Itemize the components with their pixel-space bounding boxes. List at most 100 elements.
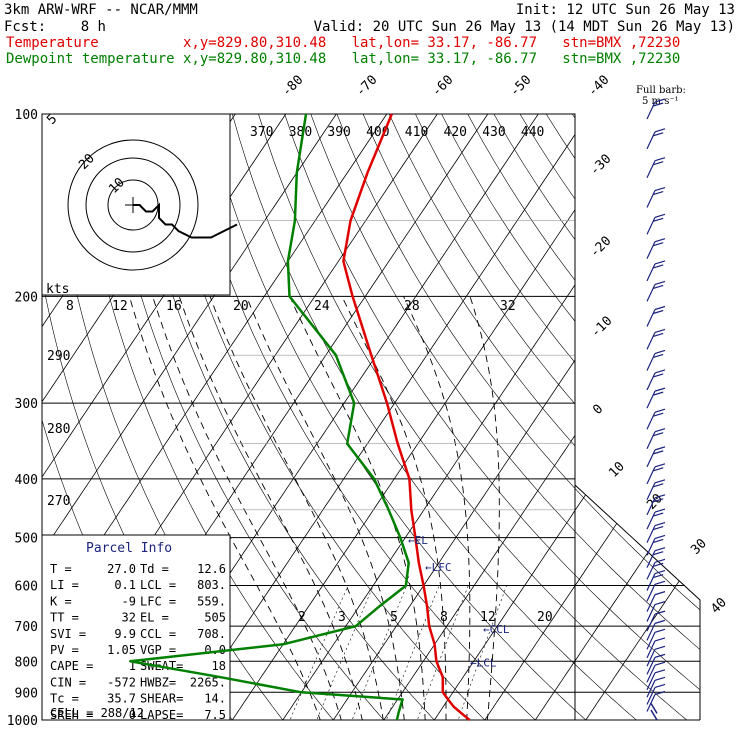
dewpoint-curve — [129, 113, 410, 721]
barb-staff — [646, 584, 656, 602]
barb-flag — [653, 161, 664, 166]
parcel-key: TT = — [50, 611, 79, 625]
level-marker-lfc: ←LFC — [425, 561, 452, 574]
isotherm-label--30: -30 — [587, 152, 614, 179]
dry-adiabat-line — [575, 485, 652, 720]
parcel-value: 18 — [212, 659, 226, 673]
parcel-value: 1.05 — [107, 643, 136, 657]
barb-staff — [650, 709, 658, 721]
barb-staff — [646, 411, 656, 430]
barb-flag — [653, 498, 664, 503]
parcel-value: 559. — [197, 594, 226, 608]
pressure-label-500: 500 — [15, 532, 38, 547]
parcel-key: LCL = — [140, 578, 176, 592]
pressure-label-400: 400 — [15, 473, 38, 488]
moist-adiabat-line — [289, 296, 426, 720]
wind-barb — [646, 600, 666, 622]
isotherm-label--60: -60 — [429, 73, 456, 100]
barb-flag — [654, 260, 666, 265]
barb-flag — [654, 569, 666, 575]
wind-barb — [646, 610, 666, 632]
barb-flag — [654, 619, 666, 624]
theta-label-440: 440 — [521, 125, 544, 140]
barb-staff — [646, 640, 656, 659]
theta-label-410: 410 — [405, 125, 428, 140]
parcel-value: 14. — [204, 692, 226, 706]
pressure-label-200: 200 — [15, 290, 38, 305]
mixing-ratio-label-5: 5 — [390, 610, 398, 625]
barb-staff — [646, 694, 656, 712]
barb-staff — [646, 632, 656, 650]
moist-adiabat-line — [245, 296, 405, 720]
mixing-ratio-line — [316, 585, 374, 720]
barb-flag — [654, 428, 666, 433]
hodo-speed-label-20: 20 — [233, 299, 249, 314]
barb-flag — [653, 562, 664, 567]
barb-flag — [654, 280, 666, 285]
barb-flag — [654, 213, 666, 218]
barb-staff — [646, 497, 656, 516]
theta-side-label-290: 290 — [47, 349, 70, 364]
parcel-value: 0 — [129, 708, 136, 722]
parcel-key: SHEAR= — [140, 692, 183, 706]
dry-adiabat-line — [101, 114, 385, 720]
barb-flag — [654, 494, 666, 499]
barb-staff — [646, 190, 656, 208]
wind-barb — [646, 213, 666, 235]
barb-flag — [654, 349, 666, 355]
wind-barb — [646, 683, 666, 705]
barb-flag — [654, 676, 666, 681]
barb-staff — [646, 101, 656, 120]
parcel-key: Td = — [140, 562, 169, 576]
barb-flag — [653, 190, 664, 196]
parcel-value: 7.5 — [204, 708, 226, 722]
barb-staff — [646, 482, 656, 501]
parcel-value: 35.7 — [107, 692, 136, 706]
barb-flag — [654, 580, 666, 585]
isotherm-line — [42, 114, 287, 478]
barb-staff — [646, 390, 656, 409]
temperature-legend: Temperature x,y=829.80,310.48 lat,lon= 3… — [6, 35, 680, 51]
init-time: Init: 12 UTC Sun 26 May 13 — [516, 2, 735, 18]
isotherm-label--10: -10 — [588, 314, 615, 341]
barb-flag — [653, 526, 664, 531]
theta-side-label-280: 280 — [47, 422, 70, 437]
wind-barb — [646, 479, 666, 501]
parcel-key: SVI = — [50, 627, 86, 641]
barb-flag — [653, 467, 664, 472]
parcel-key: K = — [50, 594, 72, 608]
barb-staff — [646, 284, 656, 302]
barb-flag — [654, 369, 666, 374]
wind-barb — [646, 463, 666, 485]
sounding-curves — [129, 113, 471, 721]
forecast-hour: 8 h — [81, 19, 106, 35]
corner-border — [574, 484, 701, 720]
parcel-key: SREH = — [50, 708, 93, 722]
isotherm-line — [575, 485, 700, 720]
wind-barb — [646, 580, 666, 602]
parcel-value: 2265. — [190, 675, 226, 689]
parcel-key: LAPSE= — [140, 708, 183, 722]
barb-flag — [654, 522, 666, 527]
barb-flag — [654, 186, 666, 192]
barb-flag — [654, 305, 666, 311]
parcel-key: Tc = — [50, 692, 79, 706]
wind-barb — [646, 534, 666, 556]
theta-label-420: 420 — [444, 125, 467, 140]
hodo-speed-label-28: 28 — [404, 299, 420, 314]
isotherm-label--20: -20 — [587, 234, 614, 261]
parcel-key: LI = — [50, 578, 79, 592]
barb-flag — [654, 683, 666, 689]
parcel-key: T = — [50, 562, 72, 576]
barb-flag — [654, 628, 666, 633]
barb-staff — [646, 672, 656, 691]
dewpoint-legend: Dewpoint temperature x,y=829.80,310.48 l… — [6, 51, 680, 67]
wind-barb — [646, 280, 666, 302]
pressure-label-300: 300 — [15, 397, 38, 412]
wind-barb — [646, 661, 666, 683]
parcel-key: EL = — [140, 611, 169, 625]
barb-staff — [646, 649, 656, 667]
parcel-info-title: Parcel Info — [86, 541, 172, 556]
valid-time: Valid: 20 UTC Sun 26 May 13 (14 MDT Sun … — [314, 19, 735, 35]
barb-flag — [654, 645, 666, 650]
